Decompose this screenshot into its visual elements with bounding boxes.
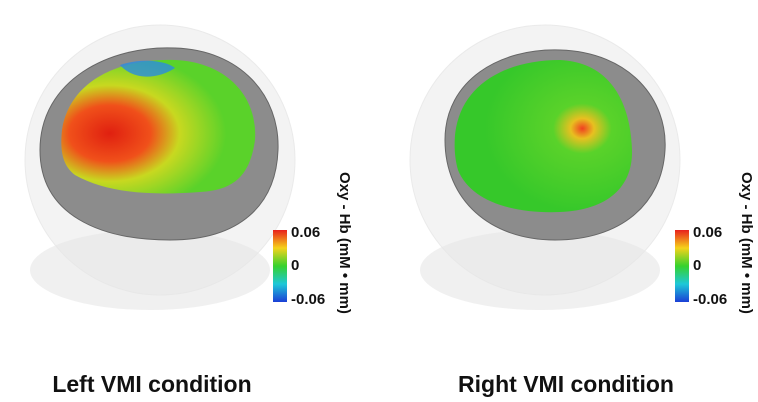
colorbar-tick: 0 — [693, 257, 701, 274]
colorbar-tick: 0.06 — [291, 224, 320, 241]
figure: 0.06 0 -0.06 Oxy - Hb (mM • mm) Left VMI… — [0, 0, 758, 402]
caption: Right VMI condition — [458, 371, 674, 397]
right-panel: 0.06 0 -0.06 Oxy - Hb (mM • mm) Right VM… — [410, 25, 755, 397]
colorbar — [675, 230, 689, 302]
colorbar-tick: 0.06 — [693, 224, 722, 241]
colorbar-label: Oxy - Hb (mM • mm) — [738, 172, 755, 314]
left-panel: 0.06 0 -0.06 Oxy - Hb (mM • mm) Left VMI… — [25, 25, 353, 397]
face — [30, 230, 270, 310]
face — [420, 230, 660, 310]
colorbar-label: Oxy - Hb (mM • mm) — [336, 172, 353, 314]
colorbar-tick: -0.06 — [291, 291, 325, 308]
caption: Left VMI condition — [52, 371, 251, 397]
colorbar-tick: -0.06 — [693, 291, 727, 308]
colorbar — [273, 230, 287, 302]
colorbar-tick: 0 — [291, 257, 299, 274]
